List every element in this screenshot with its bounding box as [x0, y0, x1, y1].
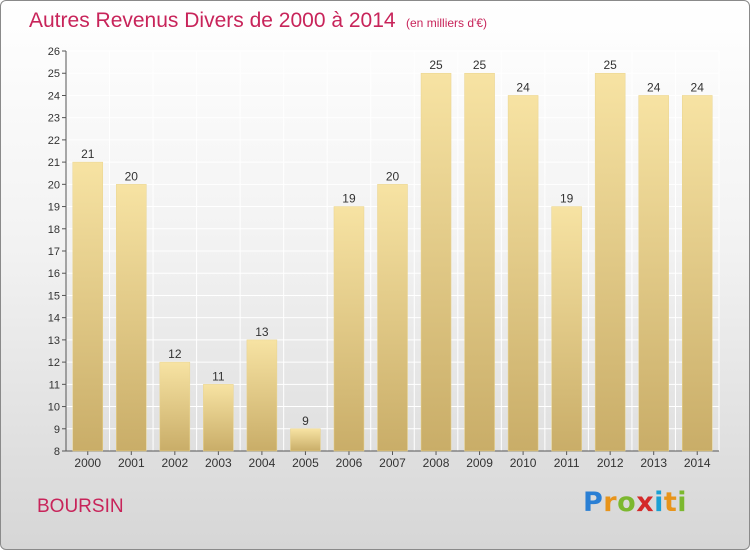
logo-letter: x — [636, 487, 655, 518]
y-tick-label: 20 — [48, 179, 60, 191]
data-label: 13 — [255, 325, 269, 339]
data-label: 12 — [168, 347, 182, 361]
data-label: 20 — [386, 169, 400, 183]
x-tick-label: 2013 — [640, 456, 667, 470]
bar[interactable] — [420, 72, 452, 452]
x-tick-label: 2009 — [466, 456, 493, 470]
x-tick-label: 2002 — [161, 456, 188, 470]
y-tick-label: 8 — [54, 446, 60, 458]
y-tick-label: 19 — [48, 202, 60, 214]
y-tick-label: 23 — [48, 113, 60, 125]
data-label: 24 — [691, 80, 705, 94]
x-tick-label: 2010 — [510, 456, 537, 470]
y-tick-label: 17 — [48, 246, 60, 258]
title-row: Autres Revenus Divers de 2000 à 2014 (en… — [29, 9, 487, 33]
x-tick-label: 2000 — [74, 456, 101, 470]
data-label: 20 — [125, 169, 139, 183]
x-tick-label: 2014 — [684, 456, 711, 470]
data-label: 24 — [647, 80, 661, 94]
logo-letter: t — [663, 487, 678, 518]
bar[interactable] — [638, 95, 669, 452]
x-tick-label: 2003 — [205, 456, 232, 470]
y-tick-label: 13 — [48, 335, 60, 347]
y-tick-label: 12 — [48, 357, 60, 369]
bar[interactable] — [464, 72, 495, 452]
y-tick-label: 26 — [48, 46, 60, 58]
data-label: 11 — [212, 369, 225, 383]
y-tick-label: 10 — [48, 402, 60, 414]
bar[interactable] — [203, 384, 234, 452]
y-tick-label: 25 — [48, 68, 60, 80]
x-tick-label: 2008 — [423, 456, 450, 470]
logo-letter: r — [603, 487, 618, 518]
data-label: 25 — [473, 58, 487, 72]
data-label: 25 — [603, 58, 617, 72]
bar[interactable] — [333, 206, 365, 452]
bar[interactable] — [681, 95, 713, 452]
bar[interactable] — [290, 428, 321, 452]
x-tick-label: 2012 — [597, 456, 624, 470]
chart-subtitle: (en milliers d'€) — [406, 16, 487, 30]
x-tick-label: 2004 — [249, 456, 276, 470]
bar[interactable] — [507, 95, 539, 452]
bar[interactable] — [551, 206, 582, 452]
logo-letter: P — [583, 487, 604, 518]
data-label: 19 — [560, 192, 574, 206]
bar[interactable] — [72, 161, 104, 452]
x-tick-label: 2011 — [554, 456, 580, 470]
bar[interactable] — [377, 184, 408, 452]
x-tick-label: 2007 — [379, 456, 406, 470]
y-tick-label: 16 — [48, 268, 60, 280]
bars — [72, 72, 713, 452]
chart-title: Autres Revenus Divers de 2000 à 2014 — [29, 9, 396, 32]
y-tick-label: 11 — [49, 379, 60, 391]
x-tick-label: 2001 — [118, 456, 145, 470]
y-tick-label: 14 — [48, 313, 60, 325]
bar[interactable] — [116, 184, 147, 452]
logo-letter: o — [617, 487, 637, 518]
x-tick-label: 2005 — [292, 456, 319, 470]
bar[interactable] — [159, 361, 191, 452]
labels: 8 9 10 11 12 13 14 15 16 17 18 19 20 21 22 23 24 25 26 21 20… — [48, 46, 711, 470]
y-tick-label: 21 — [48, 157, 60, 169]
logo-letter: i — [677, 487, 688, 518]
data-label: 21 — [81, 147, 95, 161]
y-tick-label: 18 — [48, 224, 60, 236]
logo-letter: i — [654, 487, 664, 518]
bar[interactable] — [246, 339, 278, 452]
y-tick-label: 22 — [48, 135, 60, 147]
data-label: 19 — [342, 192, 356, 206]
y-tick-label: 15 — [48, 290, 60, 302]
y-tick-label: 24 — [48, 90, 60, 102]
commune-name: BOURSIN — [37, 496, 124, 517]
data-label: 24 — [516, 80, 530, 94]
proxiti-logo[interactable]: Proxiti — [583, 487, 687, 518]
bar[interactable] — [594, 72, 626, 452]
data-label: 9 — [302, 414, 309, 428]
x-tick-label: 2006 — [336, 456, 363, 470]
y-tick-label: 9 — [54, 424, 60, 436]
data-label: 25 — [429, 58, 443, 72]
